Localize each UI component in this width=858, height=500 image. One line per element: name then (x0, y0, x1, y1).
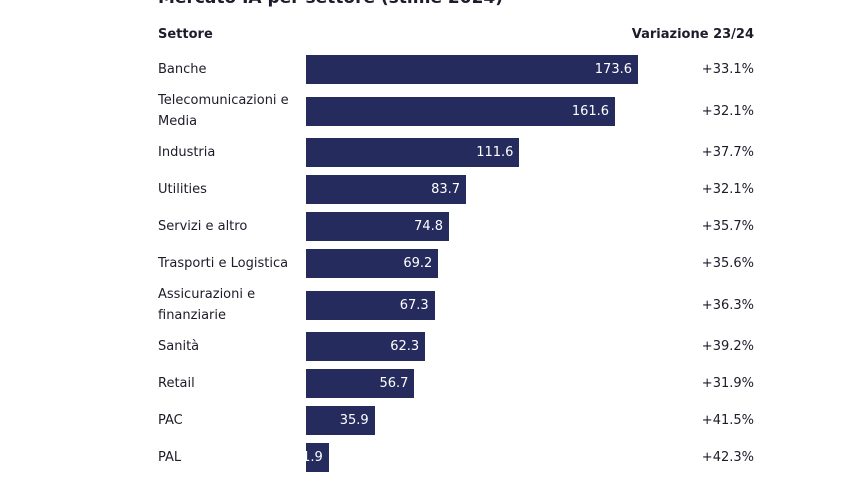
category-label: Banche (158, 62, 207, 77)
category-label: Assicurazioni e finanziarie (158, 287, 256, 323)
category-label: PAL (158, 450, 182, 465)
change-label: +33.1% (701, 62, 754, 77)
bar-cell: 111.6 (306, 138, 666, 167)
value-label: 69.2 (403, 256, 433, 271)
bar: 111.6 (306, 138, 520, 167)
change-label: +35.6% (701, 256, 754, 271)
change-label: +32.1% (701, 103, 754, 119)
change-label: +36.3% (701, 297, 754, 313)
value-label: 67.3 (399, 297, 429, 313)
bar: 69.2 (306, 249, 439, 278)
bar-cell: 11.9 (294, 443, 666, 472)
change-label: +41.5% (701, 413, 754, 428)
change-label: +31.9% (701, 376, 754, 391)
change-label: +35.7% (701, 219, 754, 234)
change-header: Variazione 23/24 (631, 27, 754, 42)
row: Telecomunicazioni e Media 161.6 +32.1% (158, 88, 754, 134)
bar: 83.7 (306, 175, 467, 204)
change-label: +42.3% (701, 450, 754, 465)
value-label: 83.7 (431, 182, 461, 197)
row: Assicurazioni e finanziarie 67.3 +36.3% (158, 282, 754, 328)
bar: 35.9 (306, 406, 375, 435)
row: Industria 111.6 +37.7% (158, 134, 754, 171)
bar-cell: 56.7 (306, 369, 666, 398)
value-label: 161.6 (571, 103, 610, 119)
category-label: Sanità (158, 339, 200, 354)
category-label: PAC (158, 413, 183, 428)
bar-cell: 173.6 (306, 55, 666, 84)
bar: 161.6 (306, 96, 616, 126)
row: PAL 11.9 +42.3% (158, 439, 754, 476)
row: PAC 35.9 +41.5% (158, 402, 754, 439)
bar-cell: 161.6 (306, 96, 666, 126)
rows: Banche 173.6 +33.1% Telecomunicazioni e Med… (158, 51, 754, 476)
bar-cell: 69.2 (306, 249, 666, 278)
value-label: 35.9 (339, 413, 369, 428)
bar-cell: 83.7 (306, 175, 666, 204)
row: Sanità 62.3 +39.2% (158, 328, 754, 365)
change-label: +32.1% (701, 182, 754, 197)
category-label: Trasporti e Logistica (158, 256, 289, 271)
row: Utilities 83.7 +32.1% (158, 171, 754, 208)
category-label: Industria (158, 145, 216, 160)
category-label: Telecomunicazioni e Media (158, 93, 289, 129)
value-label: 74.8 (414, 219, 444, 234)
bar-cell: 74.8 (306, 212, 666, 241)
bar: 62.3 (306, 332, 426, 361)
category-label: Servizi e altro (158, 219, 248, 234)
row: Banche 173.6 +33.1% (158, 51, 754, 88)
bar-cell: 62.3 (306, 332, 666, 361)
category-header: Settore (158, 27, 213, 42)
bar: 56.7 (306, 369, 415, 398)
value-label: 111.6 (476, 145, 514, 160)
value-label: 173.6 (594, 62, 632, 77)
value-label: 11.9 (293, 450, 323, 465)
header-row: Settore Variazione 23/24 (158, 27, 754, 47)
bar: 173.6 (306, 55, 638, 84)
value-label: 56.7 (379, 376, 409, 391)
value-label: 62.3 (390, 339, 420, 354)
row: Trasporti e Logistica 69.2 +35.6% (158, 245, 754, 282)
category-label: Retail (158, 376, 195, 391)
bar: 11.9 (294, 443, 329, 472)
change-label: +37.7% (701, 145, 754, 160)
row: Retail 56.7 +31.9% (158, 365, 754, 402)
category-label: Utilities (158, 182, 207, 197)
change-label: +39.2% (701, 339, 754, 354)
row: Servizi e altro 74.8 +35.7% (158, 208, 754, 245)
bar-cell: 67.3 (306, 290, 666, 320)
bar-cell: 35.9 (306, 406, 666, 435)
chart-title: Mercato IA per settore (stime 2024) (158, 0, 503, 8)
bar: 67.3 (306, 290, 435, 320)
bar: 74.8 (306, 212, 450, 241)
